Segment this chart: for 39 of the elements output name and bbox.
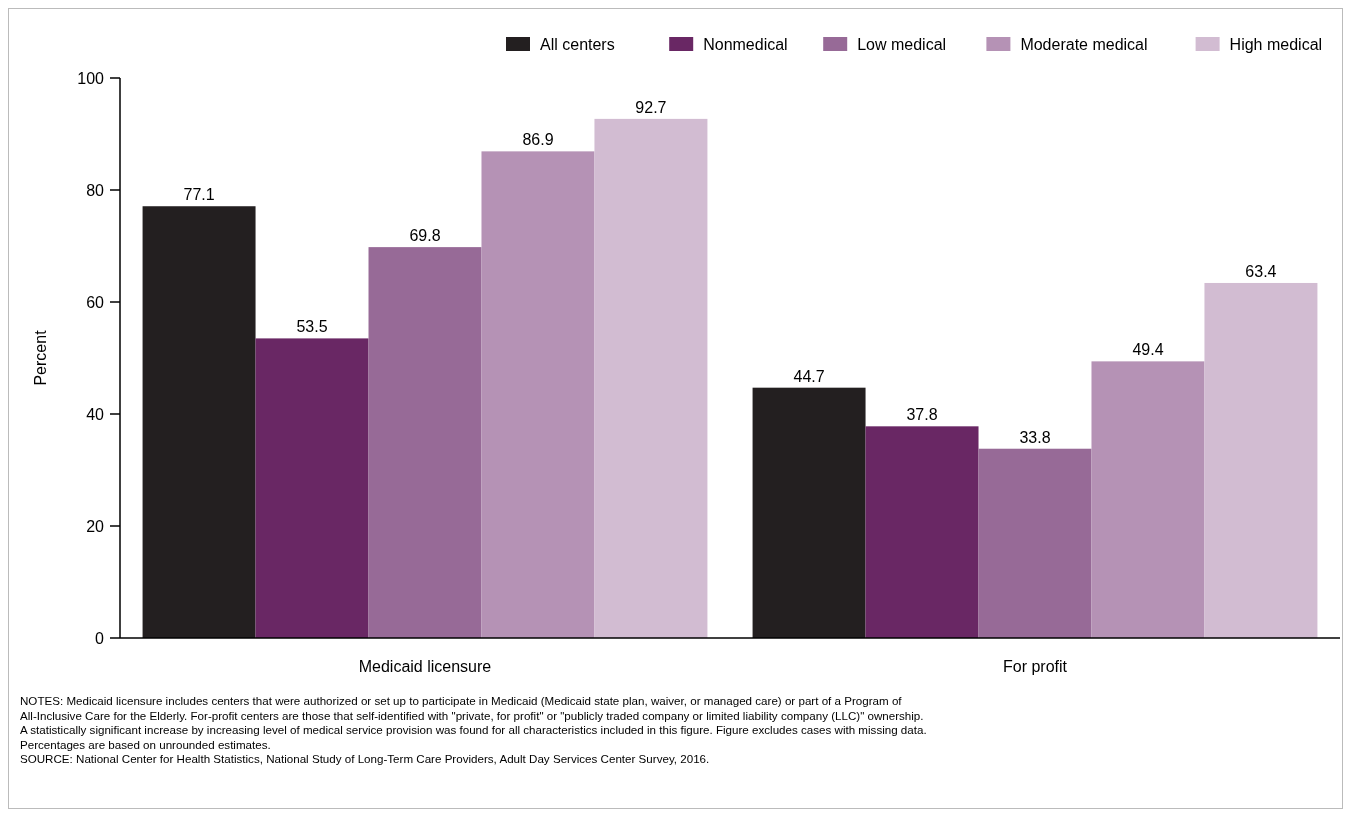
legend-label: High medical	[1229, 36, 1323, 53]
y-axis-title: Percent	[32, 329, 49, 386]
bar	[978, 448, 1092, 638]
y-tick-label: 40	[86, 406, 105, 423]
bar	[481, 151, 595, 638]
y-tick-label: 100	[77, 70, 105, 87]
legend-label: Low medical	[857, 36, 947, 53]
x-tick-label: For profit	[1002, 658, 1068, 675]
data-label: 44.7	[793, 367, 825, 385]
x-tick-label: Medicaid licensure	[358, 658, 492, 675]
data-label: 63.4	[1245, 262, 1277, 280]
data-label: 49.4	[1132, 341, 1164, 359]
bar	[865, 426, 979, 638]
y-tick-label: 0	[95, 630, 105, 647]
text: NOTES: Medicaid licensure includes centers that were authorized or set up to participate in Medicaid (Medicaid state plan, waiver, or managed care) or part of a Program of	[20, 694, 903, 707]
y-tick-label: 20	[86, 518, 105, 535]
bar	[594, 118, 708, 638]
data-label: 53.5	[296, 318, 328, 336]
data-label: 33.8	[1019, 428, 1051, 446]
data-label: 69.8	[409, 227, 441, 245]
bar	[368, 247, 482, 638]
text: All-Inclusive Care for the Elderly. For-profit centers are those that self-identified with "private, for profit" or "publicly traded company or limited liability company (LLC)" ownership.	[20, 708, 924, 722]
legend-label: All centers	[540, 36, 615, 53]
y-tick-label: 60	[86, 294, 105, 311]
bar	[1204, 282, 1318, 638]
bar	[255, 338, 369, 638]
bar	[1091, 361, 1205, 638]
legend-label: Nonmedical	[703, 36, 788, 53]
y-tick-label: 80	[86, 182, 105, 199]
source-note: SOURCE: National Center for Health Statistics, National Study of Long-Term Care Providers, Adult Day Services Center Survey, 2016.	[20, 752, 710, 765]
data-label: 86.9	[522, 131, 554, 149]
data-label: 92.7	[635, 98, 667, 116]
bar	[752, 387, 866, 638]
text: A statistically significant increase by increasing level of medical service provision was found for all characteristics included in this figure. Figure excludes cases with missing data.	[20, 723, 927, 736]
legend-label: Moderate medical	[1020, 36, 1148, 53]
data-label: 77.1	[183, 186, 215, 204]
data-label: 37.8	[906, 406, 938, 424]
bar	[142, 206, 256, 638]
text: Percentages are based on unrounded estimates.	[20, 737, 271, 751]
